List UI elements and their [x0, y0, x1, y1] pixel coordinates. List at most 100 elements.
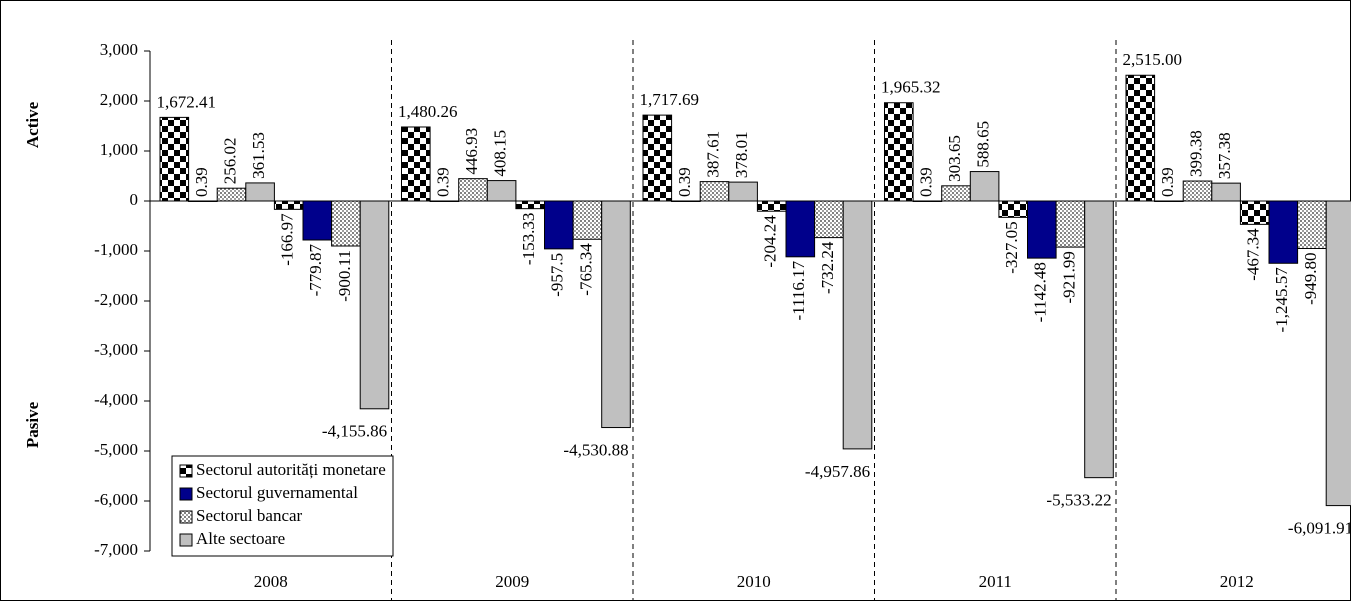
value-label: 361.53 [249, 132, 268, 179]
value-label: 0.39 [433, 167, 452, 197]
bar [401, 126, 431, 202]
bar [1027, 200, 1057, 259]
value-label: -732.24 [818, 241, 837, 294]
bar [1297, 200, 1327, 249]
value-label: -4,530.88 [563, 440, 628, 459]
bar [814, 200, 844, 239]
y-tick-label: 1,000 [100, 140, 138, 159]
bar [756, 200, 787, 212]
value-label: 0.39 [675, 167, 694, 197]
value-label: -949.80 [1301, 252, 1320, 304]
bar [1125, 74, 1156, 202]
value-label: 2,515.00 [1123, 50, 1183, 69]
y-tick-label: -3,000 [94, 340, 138, 359]
y-tick-label: -6,000 [94, 490, 138, 509]
value-label: 378.01 [732, 131, 751, 178]
y-tick-label: -5,000 [94, 440, 138, 459]
value-label: 1,480.26 [398, 102, 458, 121]
value-label: -921.99 [1059, 251, 1078, 303]
bar [1182, 180, 1213, 202]
bar [1268, 200, 1299, 264]
value-label: -166.97 [278, 213, 297, 266]
value-label: -5,533.22 [1046, 491, 1111, 510]
legend-label: Sectorul autorități monetare [196, 460, 386, 479]
bar [601, 200, 631, 429]
bar [515, 200, 546, 210]
bar [884, 102, 914, 202]
x-tick-label: 2012 [1220, 572, 1254, 591]
y-tick-label: 3,000 [100, 40, 138, 59]
bar [785, 200, 816, 258]
bar [842, 200, 873, 450]
bar [159, 116, 190, 202]
bar [486, 180, 517, 202]
bar [941, 185, 971, 202]
value-label: -779.87 [306, 244, 325, 297]
value-label: -6,091.91 [1288, 519, 1351, 538]
y-tick-label: -7,000 [94, 540, 138, 559]
bar [572, 200, 603, 240]
value-label: 256.02 [220, 137, 239, 184]
bar [728, 181, 758, 202]
value-label: 408.15 [491, 130, 510, 177]
value-label: 588.65 [974, 121, 993, 168]
bar [216, 187, 247, 202]
value-label: 387.61 [703, 131, 722, 178]
value-label: 0.39 [192, 167, 211, 197]
bar [458, 178, 488, 202]
value-label: 1,672.41 [157, 92, 217, 111]
value-label: -4,957.86 [805, 462, 870, 481]
bar [245, 182, 275, 202]
value-label: -1116.17 [789, 260, 808, 320]
value-label: -327.05 [1002, 221, 1021, 273]
y-label-active: Active [23, 101, 42, 148]
value-label: -1,245.57 [1272, 267, 1291, 333]
value-label: 357.38 [1215, 132, 1234, 179]
value-label: -153.33 [519, 213, 538, 265]
y-tick-label: 2,000 [100, 90, 138, 109]
y-tick-label: 0 [130, 190, 139, 209]
bar [699, 181, 730, 202]
bar [642, 114, 673, 202]
bar [1055, 200, 1086, 248]
value-label: 0.39 [916, 167, 935, 197]
bar [1211, 182, 1241, 202]
value-label: 0.39 [1158, 167, 1177, 197]
value-label: -765.34 [576, 243, 595, 296]
legend-label: Alte sectoare [196, 529, 285, 548]
legend [171, 455, 394, 557]
value-label: 1,965.32 [881, 78, 941, 97]
value-label: 1,717.69 [640, 90, 700, 109]
bar [1084, 200, 1114, 479]
x-tick-label: 2008 [254, 572, 288, 591]
bar [331, 200, 361, 247]
y-tick-label: -1,000 [94, 240, 138, 259]
value-label: -467.34 [1244, 228, 1263, 281]
bar [273, 200, 304, 210]
bar [544, 200, 574, 250]
bar [998, 200, 1029, 218]
bar [1239, 200, 1270, 225]
y-tick-label: -2,000 [94, 290, 138, 309]
legend-label: Sectorul guvernamental [196, 483, 358, 502]
bar [302, 200, 333, 241]
bar [359, 200, 390, 410]
legend-swatch [179, 464, 193, 478]
legend-swatch [179, 510, 193, 524]
value-label: -204.24 [761, 215, 780, 268]
value-label: -957.5 [548, 253, 567, 297]
value-label: -900.11 [335, 250, 354, 302]
value-label: -4,155.86 [322, 422, 387, 441]
value-label: 303.65 [945, 135, 964, 182]
legend-label: Sectorul bancar [196, 506, 303, 525]
y-tick-label: -4,000 [94, 390, 138, 409]
x-tick-label: 2011 [979, 572, 1012, 591]
legend-swatch [179, 533, 193, 547]
bar [969, 171, 1000, 202]
value-label: 446.93 [462, 128, 481, 175]
legend-swatch [179, 487, 193, 501]
x-tick-label: 2009 [495, 572, 529, 591]
bar [1325, 200, 1351, 507]
